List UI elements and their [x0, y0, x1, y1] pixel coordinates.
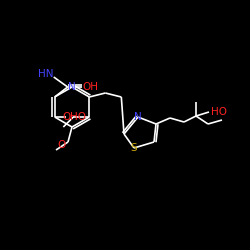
- Text: HO: HO: [70, 112, 86, 122]
- Text: S: S: [131, 143, 137, 153]
- Text: OH: OH: [83, 82, 99, 92]
- Text: HN: HN: [38, 69, 54, 79]
- Text: O: O: [57, 140, 65, 150]
- Text: HO: HO: [211, 107, 227, 117]
- Text: N: N: [68, 82, 76, 92]
- Text: N: N: [134, 112, 142, 122]
- Text: O: O: [62, 112, 70, 122]
